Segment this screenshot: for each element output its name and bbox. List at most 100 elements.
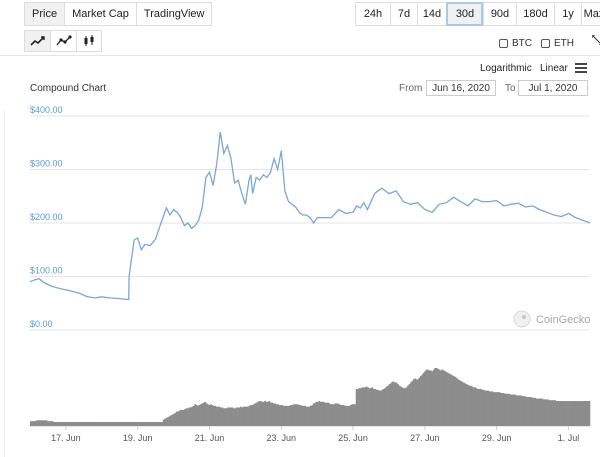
fullscreen-icon[interactable] xyxy=(592,35,600,45)
volume-bar xyxy=(418,377,421,426)
range-14d[interactable]: 14d xyxy=(417,2,446,26)
volume-bar xyxy=(515,395,518,426)
volume-bar xyxy=(527,397,529,426)
volume-bar xyxy=(98,421,101,426)
volume-bar xyxy=(424,371,427,426)
volume-bar xyxy=(435,368,438,426)
volume-bar xyxy=(160,421,162,426)
scale-logarithmic[interactable]: Logarithmic xyxy=(480,63,532,74)
volume-bar xyxy=(161,421,164,426)
volume-bar xyxy=(327,402,329,426)
range-1y[interactable]: 1y xyxy=(554,2,581,26)
volume-bar xyxy=(330,404,332,426)
volume-bar xyxy=(358,388,361,426)
volume-bar xyxy=(518,395,521,426)
volume-bar xyxy=(311,405,314,426)
volume-bar xyxy=(220,407,222,426)
range-7d[interactable]: 7d xyxy=(390,2,417,26)
volume-bar xyxy=(374,388,377,426)
volume-bar xyxy=(542,399,545,426)
tab-market-cap[interactable]: Market Cap xyxy=(64,2,136,26)
volume-bar xyxy=(30,421,32,426)
range-180d[interactable]: 180d xyxy=(516,2,554,26)
volume-bar xyxy=(147,421,149,426)
volume-bar xyxy=(108,421,111,426)
volume-bar xyxy=(532,397,535,426)
to-date-input[interactable] xyxy=(518,80,588,96)
volume-bar xyxy=(187,408,189,426)
volume-bar xyxy=(524,396,527,426)
volume-bar xyxy=(587,401,589,426)
volume-bar xyxy=(420,376,422,426)
range-max[interactable]: Max xyxy=(581,2,600,26)
volume-bar xyxy=(502,392,505,426)
volume-bar xyxy=(438,369,441,426)
volume-bar xyxy=(115,421,118,426)
volume-bar xyxy=(521,396,524,426)
volume-bar xyxy=(471,386,474,426)
volume-bar xyxy=(230,407,232,426)
volume-bar xyxy=(222,408,225,426)
tab-price[interactable]: Price xyxy=(24,2,65,26)
volume-bar xyxy=(188,407,191,426)
volume-bar xyxy=(267,401,269,426)
volume-bar xyxy=(102,421,105,426)
volume-bar xyxy=(200,404,202,426)
volume-bar xyxy=(148,421,151,426)
volume-bar xyxy=(445,372,448,426)
volume-bar xyxy=(512,394,515,426)
volume-bar xyxy=(468,385,471,426)
volume-bar xyxy=(225,408,228,426)
compare-eth-checkbox[interactable]: ETH xyxy=(541,38,574,49)
volume-bar xyxy=(234,408,237,426)
volume-bar xyxy=(44,420,47,426)
volume-bar xyxy=(212,405,215,426)
tab-tradingview[interactable]: TradingView xyxy=(135,2,213,26)
volume-bar xyxy=(152,421,155,426)
from-date-input[interactable] xyxy=(426,80,496,96)
volume-bar xyxy=(362,387,365,426)
volume-bar xyxy=(452,376,455,426)
volume-bar xyxy=(240,406,242,426)
scale-linear[interactable]: Linear xyxy=(540,63,568,74)
volume-bar xyxy=(387,385,389,426)
volume-bar xyxy=(331,404,334,426)
compare-btc-checkbox[interactable]: BTC xyxy=(499,38,532,49)
volume-bar xyxy=(278,405,281,426)
volume-bar xyxy=(292,404,295,426)
ohlc-line-button[interactable] xyxy=(50,30,76,52)
volume-bar xyxy=(447,372,449,426)
watermark-text: CoinGecko xyxy=(536,314,590,326)
volume-bar xyxy=(380,390,382,426)
volume-bar xyxy=(268,401,271,426)
range-30d[interactable]: 30d xyxy=(446,2,483,26)
volume-bar xyxy=(224,408,227,426)
volume-bar xyxy=(308,406,311,426)
volume-bar xyxy=(314,402,317,426)
volume-bar xyxy=(172,413,175,426)
volume-bar xyxy=(207,404,209,426)
volume-bar xyxy=(242,406,245,426)
candlestick-button[interactable] xyxy=(76,30,102,52)
y-tick-label: $300.00 xyxy=(30,159,63,169)
to-label: To xyxy=(505,83,516,94)
volume-bar xyxy=(578,401,581,426)
volume-bar xyxy=(377,389,379,426)
volume-bar xyxy=(398,385,401,426)
volume-bar xyxy=(127,421,129,426)
volume-bar xyxy=(415,379,418,426)
checkbox-icon xyxy=(499,39,508,48)
line-chart-button[interactable] xyxy=(24,30,50,52)
volume-bar xyxy=(51,421,54,426)
price-chart: $400.00 $300.00 $200.00 $100.00 $0.00 17. Ju… xyxy=(29,105,590,443)
volume-bar xyxy=(264,401,267,426)
volume-bar xyxy=(555,401,558,426)
volume-bar xyxy=(185,408,188,426)
volume-bar xyxy=(204,401,207,426)
volume-bar xyxy=(197,405,199,426)
volume-bar xyxy=(520,395,522,426)
hamburger-menu-icon[interactable] xyxy=(575,63,587,73)
volume-bar xyxy=(355,388,358,426)
range-90d[interactable]: 90d xyxy=(483,2,516,26)
range-24h[interactable]: 24h xyxy=(355,2,390,26)
